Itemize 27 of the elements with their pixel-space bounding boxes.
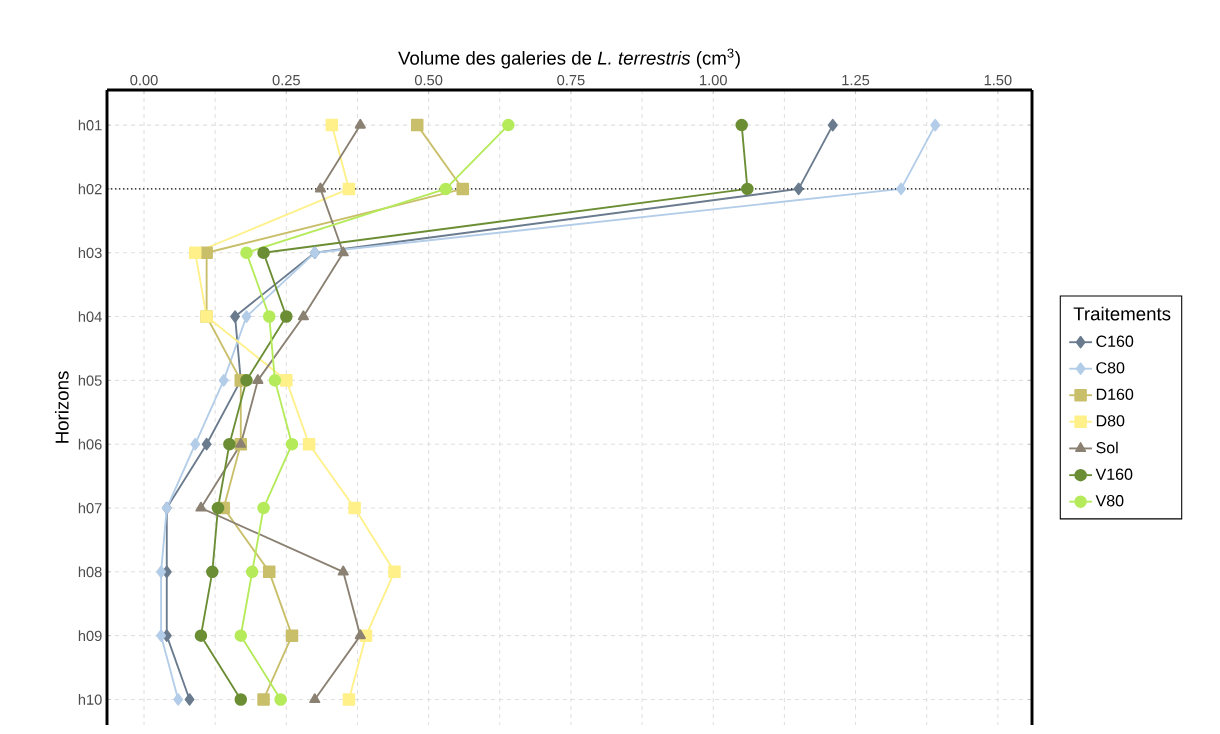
legend-label: C160 bbox=[1096, 335, 1134, 347]
x-tick-label: 0.25 bbox=[272, 74, 300, 86]
legend-label: V80 bbox=[1095, 495, 1124, 507]
legend-label: V160 bbox=[1095, 468, 1133, 480]
y-tick-label: h03 bbox=[78, 247, 102, 259]
x-axis-title: Volume des galeries de L. terrestris (cm$^{3}$) bbox=[398, 48, 740, 69]
legend-label: C80 bbox=[1096, 362, 1125, 374]
legend-label: Sol bbox=[1096, 441, 1118, 454]
legend-label: D160 bbox=[1096, 388, 1134, 400]
legend-label: D80 bbox=[1096, 415, 1125, 427]
x-tick-label: 0.00 bbox=[130, 74, 158, 86]
y-tick-label: h06 bbox=[78, 438, 102, 450]
y-tick-label: h09 bbox=[78, 630, 102, 642]
y-tick-label: h05 bbox=[78, 374, 102, 386]
x-tick-label: 1.25 bbox=[842, 74, 870, 86]
y-tick-label: h01 bbox=[78, 119, 102, 131]
x-tick-label: 1.50 bbox=[984, 74, 1012, 86]
y-tick-label: h10 bbox=[78, 694, 102, 705]
y-tick-label: h07 bbox=[78, 502, 102, 514]
legend-title: Traitements bbox=[1073, 306, 1171, 321]
y-tick-label: h04 bbox=[78, 311, 102, 322]
x-tick-label: 0.75 bbox=[557, 74, 585, 86]
y-tick-label: h08 bbox=[78, 566, 102, 578]
y-axis-title: Horizons bbox=[54, 371, 69, 443]
x-tick-label: 0.50 bbox=[414, 74, 443, 86]
x-tick-label: 1.00 bbox=[700, 74, 727, 86]
y-tick-label: h02 bbox=[78, 183, 102, 195]
